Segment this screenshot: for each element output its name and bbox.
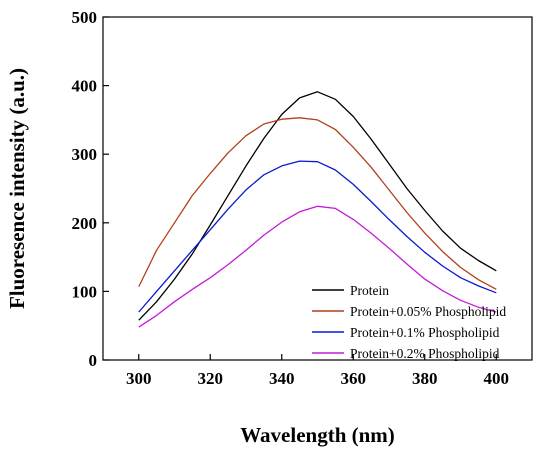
y-tick-label: 200 [72, 214, 98, 233]
y-tick-label: 0 [89, 351, 98, 370]
x-tick-label: 300 [126, 369, 152, 388]
legend-label-1: Protein+0.05% Phospholipid [350, 304, 506, 319]
plot-frame [102, 16, 533, 361]
legend: Protein Protein+0.05% Phospholipid Protein… [312, 283, 506, 361]
y-tick-label: 100 [72, 282, 98, 301]
legend-label-3: Protein+0.2% Phospholipid [350, 346, 500, 361]
x-axis-ticks: 300 320 340 360 380 400 [126, 354, 509, 388]
y-tick-label: 400 [72, 77, 98, 96]
legend-label-0: Protein [350, 283, 389, 298]
x-tick-label: 360 [341, 369, 367, 388]
x-axis-label: Wavelength (nm) [240, 423, 395, 447]
x-tick-label: 380 [412, 369, 438, 388]
series-line-2 [138, 160, 497, 313]
series-lines [138, 91, 497, 328]
series-line-1 [138, 117, 497, 290]
y-axis-label: Fluoresence intensity (a.u.) [5, 68, 29, 309]
x-tick-label: 400 [484, 369, 510, 388]
y-tick-label: 500 [72, 8, 98, 27]
series-line-3 [138, 205, 497, 328]
y-tick-label: 300 [72, 145, 98, 164]
x-tick-label: 340 [269, 369, 295, 388]
legend-label-2: Protein+0.1% Phospholipid [350, 325, 500, 340]
x-tick-label: 320 [198, 369, 224, 388]
